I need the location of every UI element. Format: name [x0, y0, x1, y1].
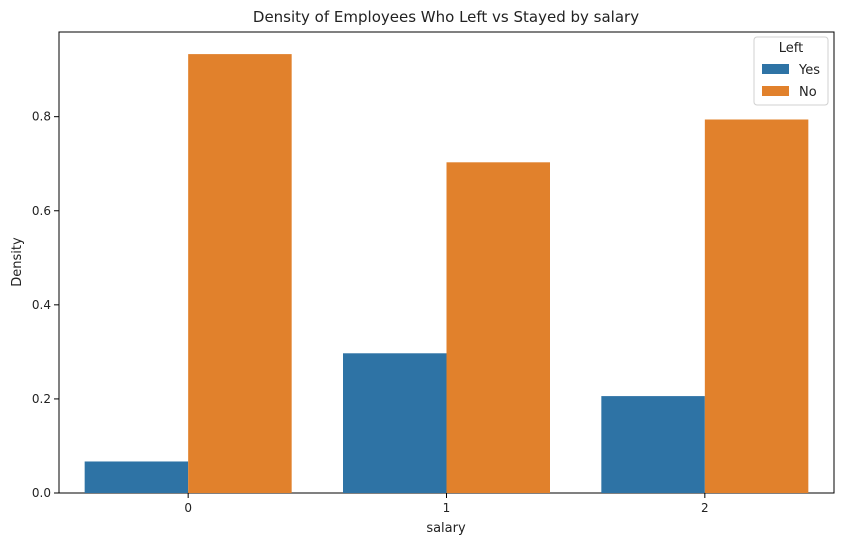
y-tick-label: 0.0: [32, 486, 51, 500]
legend-label-no: No: [799, 85, 817, 100]
legend-swatch-no: [762, 86, 789, 96]
y-tick-label: 0.8: [32, 110, 51, 124]
y-axis-label: Density: [10, 237, 25, 287]
legend-items: Yes No: [762, 63, 820, 100]
y-axis: 0.0 0.2 0.4 0.6 0.8: [32, 110, 59, 500]
x-tick-label: 2: [701, 501, 709, 515]
bar-yes-1: [343, 353, 447, 493]
y-tick-label: 0.6: [32, 204, 51, 218]
x-axis-label: salary: [426, 521, 466, 536]
bar-yes-2: [601, 396, 705, 493]
legend: Left Yes No: [753, 36, 829, 106]
y-tick-label: 0.2: [32, 392, 51, 406]
legend-swatch-yes: [762, 64, 789, 74]
legend-title: Left: [779, 41, 803, 56]
y-tick-label: 0.4: [32, 298, 51, 312]
bars-group: [84, 54, 809, 494]
bar-no-0: [188, 54, 292, 493]
bar-no-2: [704, 119, 809, 494]
x-axis: 0 1 2: [184, 493, 709, 515]
x-tick-label: 1: [443, 501, 451, 515]
x-tick-label: 0: [184, 501, 192, 515]
chart-title: Density of Employees Who Left vs Stayed …: [253, 8, 639, 26]
legend-label-yes: Yes: [798, 63, 820, 78]
bar-yes-0: [84, 461, 189, 493]
bar-no-1: [446, 162, 550, 494]
plot-area: 0.0 0.2 0.4 0.6 0.8 0 1 2: [32, 31, 835, 515]
